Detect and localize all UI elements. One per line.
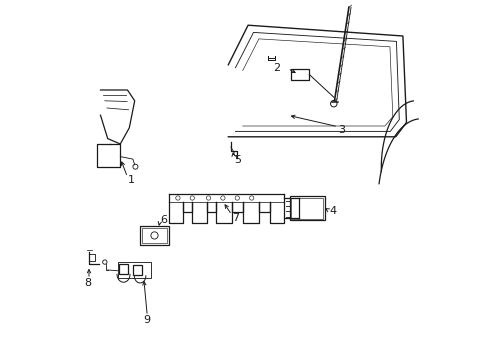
Text: 8: 8 [84, 278, 91, 288]
Text: 1: 1 [127, 175, 134, 185]
Text: 4: 4 [328, 206, 336, 216]
Bar [133, 265, 142, 275]
Bar [290, 69, 309, 80]
Bar [119, 264, 128, 274]
Bar [289, 196, 324, 220]
Bar [142, 228, 167, 243]
Bar [291, 198, 322, 219]
Text: 6: 6 [160, 215, 166, 225]
Text: 9: 9 [143, 315, 151, 325]
Text: 2: 2 [272, 63, 279, 73]
Bar [140, 226, 168, 245]
Bar [118, 262, 151, 278]
Text: 3: 3 [337, 125, 345, 135]
Text: 7: 7 [231, 213, 239, 223]
Text: 5: 5 [233, 155, 240, 165]
